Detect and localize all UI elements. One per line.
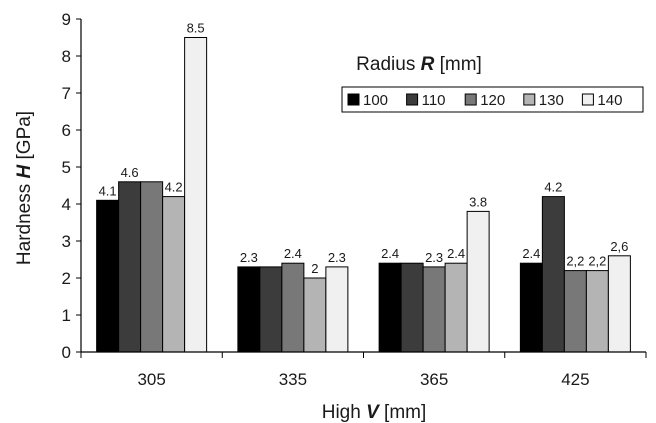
x-axis-title: High V [mm] xyxy=(322,402,427,423)
data-labels: 4.1 2.3 2.4 2.4 4.6 4.2 2.4 2.3 2,2 4.2 2 2.4 2,2 8.5… xyxy=(99,21,629,277)
data-label: 8.5 xyxy=(187,21,205,36)
data-label: 4.2 xyxy=(544,180,562,195)
legend-swatch-130 xyxy=(523,93,536,106)
y-axis-ticks: 0 1 2 3 4 5 6 7 8 9 xyxy=(62,10,81,362)
data-label: 4.6 xyxy=(121,165,139,180)
legend-title: Radius R [mm] xyxy=(356,54,482,75)
legend-swatch-120 xyxy=(464,93,477,106)
data-label: 2.3 xyxy=(240,250,258,265)
data-label: 2.4 xyxy=(522,246,540,261)
legend-label-100: 100 xyxy=(363,92,388,109)
legend-title-symbol: R xyxy=(421,54,435,75)
legend-label-140: 140 xyxy=(597,92,622,109)
x-axis-symbol: V xyxy=(366,402,380,423)
data-label: 4.1 xyxy=(99,183,117,198)
y-tick-label: 5 xyxy=(62,158,71,177)
y-tick-label: 7 xyxy=(62,84,71,103)
bar-120-425 xyxy=(563,270,587,353)
bar-140-425 xyxy=(607,255,631,353)
legend-label-130: 130 xyxy=(539,92,564,109)
bar-110-425 xyxy=(541,196,565,353)
bar-120-335 xyxy=(281,262,305,353)
y-tick-label: 8 xyxy=(62,47,71,66)
y-tick-label: 1 xyxy=(62,306,71,325)
y-tick-label: 6 xyxy=(62,121,71,140)
legend-swatch-140 xyxy=(581,93,594,106)
bars xyxy=(96,37,631,353)
bar-140-335 xyxy=(325,266,349,353)
data-label: 4.2 xyxy=(165,180,183,195)
bar-130-425 xyxy=(585,270,609,353)
axes xyxy=(80,19,646,353)
bar-140-305 xyxy=(184,37,208,353)
data-label: 2,2 xyxy=(566,254,584,269)
bar-100-335 xyxy=(237,266,261,353)
data-label: 2.3 xyxy=(425,250,443,265)
data-label: 2 xyxy=(311,261,318,276)
legend: 100 110 120 130 140 xyxy=(341,86,644,113)
data-label: 2,6 xyxy=(610,239,628,254)
y-tick-label: 9 xyxy=(62,10,71,29)
bar-110-305 xyxy=(118,181,142,353)
y-tick-label: 2 xyxy=(62,269,71,288)
data-label: 2,2 xyxy=(588,254,606,269)
legend-label-120: 120 xyxy=(480,92,505,109)
bar-110-365 xyxy=(400,262,424,353)
bar-100-425 xyxy=(519,262,543,353)
bar-140-365 xyxy=(466,210,490,353)
bar-120-365 xyxy=(422,266,446,353)
legend-swatch-100 xyxy=(347,93,360,106)
bar-130-365 xyxy=(444,262,468,353)
data-label: 2.4 xyxy=(447,246,465,261)
bar-100-305 xyxy=(96,199,120,353)
data-label: 2.4 xyxy=(284,246,302,261)
data-label: 2.4 xyxy=(381,246,399,261)
x-tick-label: 425 xyxy=(561,370,589,389)
data-label: 2.3 xyxy=(328,250,346,265)
bar-120-305 xyxy=(140,181,164,353)
bar-100-365 xyxy=(378,262,402,353)
x-axis-ticks: 305 335 365 425 xyxy=(80,352,647,389)
data-label: 3.8 xyxy=(469,194,487,209)
x-tick-label: 335 xyxy=(279,370,307,389)
y-axis-symbol: H xyxy=(14,163,35,178)
x-tick-label: 305 xyxy=(137,370,165,389)
legend-swatch-110 xyxy=(406,93,419,106)
y-tick-label: 0 xyxy=(62,343,71,362)
bar-130-305 xyxy=(162,196,186,353)
legend-label-110: 110 xyxy=(422,92,446,109)
y-tick-label: 3 xyxy=(62,232,71,251)
y-axis-title: Hardness H [GPa] xyxy=(14,111,35,265)
bar-110-335 xyxy=(259,266,283,353)
x-tick-label: 365 xyxy=(420,370,448,389)
bar-130-335 xyxy=(303,277,327,353)
y-tick-label: 4 xyxy=(62,195,71,214)
